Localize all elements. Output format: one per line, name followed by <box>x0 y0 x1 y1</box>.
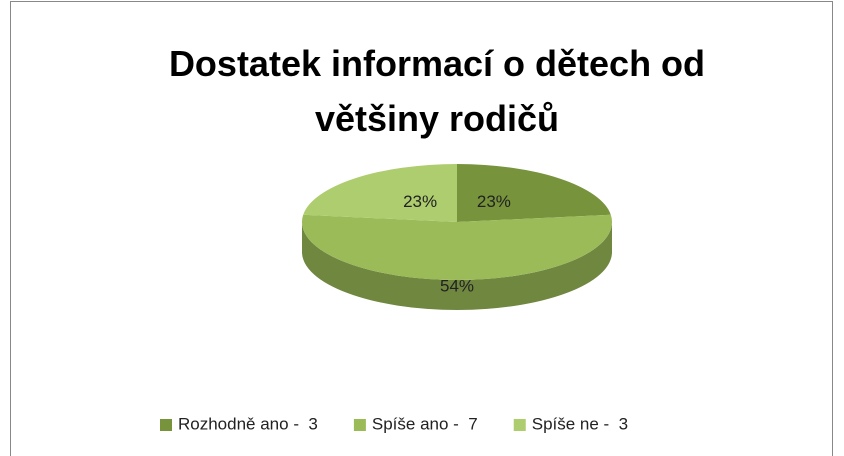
data-label: 23% <box>403 192 437 211</box>
pie-side <box>302 222 612 310</box>
legend-swatch <box>160 419 172 431</box>
data-label: 54% <box>440 276 474 295</box>
legend-swatch <box>513 419 526 431</box>
chart-title: Dostatek informací o dětech od většiny r… <box>168 43 706 139</box>
pie-slice <box>457 164 611 222</box>
legend-label: Spíše ne - 3 <box>532 414 628 433</box>
pie-slice <box>302 214 612 280</box>
legend-label: Rozhodně ano - 3 <box>178 414 318 433</box>
legend-swatch <box>353 419 366 431</box>
pie-slice <box>303 164 457 222</box>
legend-label: Spíše ano - 7 <box>372 414 478 433</box>
data-label: 23% <box>477 192 511 211</box>
